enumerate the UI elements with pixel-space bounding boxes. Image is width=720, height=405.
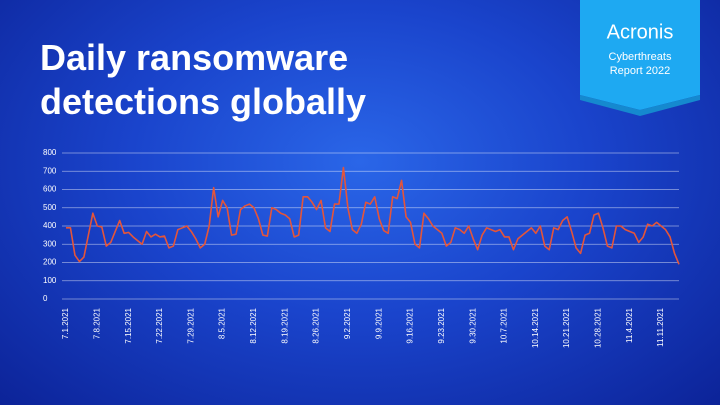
x-tick-label: 7.29.2021 (186, 307, 195, 343)
x-tick-label: 9.9.2021 (374, 307, 383, 339)
badge-line: Report 2022 (610, 65, 671, 77)
badge-line: Cyberthreats (609, 51, 672, 63)
y-tick-label: 300 (43, 239, 57, 248)
x-tick-label: 11.11.2021 (656, 307, 665, 346)
x-tick-label: 7.1.2021 (61, 307, 70, 339)
x-tick-label: 7.8.2021 (92, 307, 101, 339)
y-tick-label: 100 (43, 276, 57, 285)
y-tick-label: 600 (43, 185, 57, 194)
x-tick-label: 9.30.2021 (468, 307, 477, 343)
badge-brand: Acronis (607, 21, 674, 43)
x-tick-label: 10.7.2021 (500, 307, 509, 343)
chart-title: Daily ransomware detections globally (40, 37, 367, 122)
x-tick-label: 8.5.2021 (218, 307, 227, 339)
y-tick-label: 400 (43, 221, 57, 230)
x-tick-label: 10.14.2021 (531, 307, 540, 348)
x-tick-label: 9.23.2021 (437, 307, 446, 343)
x-tick-label: 10.21.2021 (562, 307, 571, 348)
y-tick-label: 500 (43, 203, 57, 212)
y-tick-label: 800 (43, 148, 57, 157)
data-line (66, 166, 680, 265)
y-tick-label: 700 (43, 166, 57, 175)
badge-bg (580, 0, 700, 110)
x-tick-label: 8.19.2021 (280, 307, 289, 343)
x-tick-label: 7.15.2021 (124, 307, 133, 343)
x-tick-label: 9.2.2021 (343, 307, 352, 339)
y-tick-label: 200 (43, 258, 57, 267)
x-tick-label: 11.4.2021 (625, 307, 634, 343)
y-tick-label: 0 (43, 294, 48, 303)
badge-ribbon (580, 95, 700, 116)
x-tick-label: 9.16.2021 (406, 307, 415, 343)
x-tick-label: 10.28.2021 (594, 307, 603, 348)
x-tick-label: 7.22.2021 (155, 307, 164, 343)
x-tick-label: 8.26.2021 (312, 307, 321, 343)
x-tick-label: 8.12.2021 (249, 307, 258, 343)
